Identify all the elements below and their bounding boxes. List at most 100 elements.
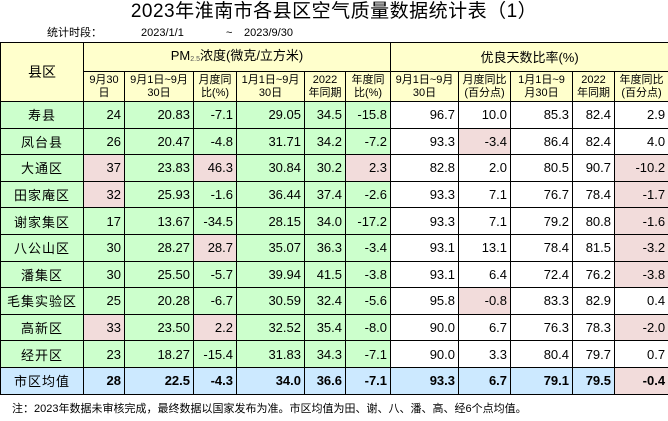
cell-g-y: 79.2 [510, 207, 574, 235]
cell-g-m-yoy: 3.3 [458, 340, 512, 368]
cell-g-m: 93.3 [390, 180, 460, 209]
cell-pm-y: 34.0 [236, 366, 305, 395]
cell-d930: 25 [83, 287, 125, 315]
cell-g-2022: 78.4 [572, 180, 616, 209]
cell-g-y: 83.3 [510, 287, 574, 315]
cell-pm-y-yoy: -15.8 [344, 101, 392, 129]
county-name: 八公山区 [0, 233, 84, 262]
footnote: 注：2023年数据未审核完成，最终数据以国家发布为准。市区均值为田、谢、八、潘、… [12, 403, 527, 415]
county-name: 凤台县 [0, 127, 84, 156]
cell-g-m-yoy: -3.4 [458, 127, 512, 156]
good-col-header-2: 1月1日~9月30日 [510, 71, 574, 102]
cell-d930: 30 [83, 233, 125, 262]
cell-g-m: 93.3 [390, 127, 460, 156]
cell-pm-2022: 36.3 [304, 233, 346, 262]
good-col-header-3: 2022年同期 [572, 71, 616, 102]
table-row: 寿县 24 20.83 -7.1 29.05 34.5 -15.8 96.7 10.0 85.3 8… [0, 101, 668, 129]
cell-g-m: 96.7 [390, 101, 460, 129]
cell-pm-m: 13.67 [124, 207, 194, 235]
county-name: 潘集区 [0, 260, 84, 289]
cell-g-m: 93.3 [390, 366, 460, 395]
cell-pm-y: 29.05 [236, 101, 305, 129]
cell-g-2022: 82.4 [572, 127, 616, 156]
cell-pm-y: 28.15 [236, 207, 305, 235]
cell-pm-y: 30.59 [236, 287, 305, 315]
pm25-col-header-2: 月度同比(%) [193, 71, 237, 102]
cell-pm-y-yoy: -5.6 [344, 287, 392, 315]
county-header: 县区 [0, 42, 84, 102]
cell-pm-m-yoy: -6.7 [193, 287, 237, 315]
cell-pm-y: 35.07 [236, 233, 305, 262]
cell-pm-y-yoy: -8.0 [344, 313, 392, 342]
cell-pm-m: 23.50 [124, 313, 194, 342]
cell-g-y-yoy: -3.2 [614, 233, 668, 262]
county-name: 寿县 [0, 101, 84, 129]
cell-pm-m: 20.47 [124, 127, 194, 156]
cell-g-2022: 76.2 [572, 260, 616, 289]
period-separator: ~ [226, 27, 233, 39]
pm25-subscript: 2.5 [190, 55, 200, 63]
cell-g-y-yoy: 0.4 [614, 287, 668, 315]
cell-g-y: 86.4 [510, 127, 574, 156]
cell-g-y-yoy: -3.8 [614, 260, 668, 289]
cell-g-y-yoy: 4.0 [614, 127, 668, 156]
cell-g-m: 95.8 [390, 287, 460, 315]
cell-pm-m-yoy: -4.3 [193, 366, 237, 395]
table-row: 田家庵区 32 25.93 -1.6 36.44 37.4 -2.6 93.3 7.1 76.7 7… [0, 180, 668, 209]
cell-g-m: 93.1 [390, 233, 460, 262]
cell-g-2022: 90.7 [572, 154, 616, 182]
cell-g-m: 82.8 [390, 154, 460, 182]
cell-g-y: 76.7 [510, 180, 574, 209]
pm25-col-header-3: 1月1日~9月30日 [236, 71, 305, 102]
pm25-col-header-5: 年度同比(%) [344, 71, 392, 102]
table-row: 高新区 33 23.50 2.2 32.52 35.4 -8.0 90.0 6.7 76.3 78.… [0, 313, 668, 342]
cell-g-y: 79.1 [510, 366, 574, 395]
cell-d930: 24 [83, 101, 125, 129]
cell-pm-2022: 41.5 [304, 260, 346, 289]
pm25-suffix: 浓度(微克/立方米) [199, 47, 304, 63]
table-body: 寿县 24 20.83 -7.1 29.05 34.5 -15.8 96.7 10.0 85.3 8… [0, 101, 668, 395]
cell-pm-m: 20.83 [124, 101, 194, 129]
county-name: 经开区 [0, 340, 84, 368]
cell-pm-m: 20.28 [124, 287, 194, 315]
cell-pm-y: 31.83 [236, 340, 305, 368]
cell-pm-m-yoy: -4.8 [193, 127, 237, 156]
cell-pm-y-yoy: 2.3 [344, 154, 392, 182]
table-row: 潘集区 30 25.50 -5.7 39.94 41.5 -3.8 93.1 6.4 72.4 76… [0, 260, 668, 289]
county-name: 田家庵区 [0, 180, 84, 209]
cell-pm-m-yoy: 28.7 [193, 233, 237, 262]
cell-g-y: 80.5 [510, 154, 574, 182]
statistics-period: 统计时段： 2023/1/1 ~ 2023/9/30 [0, 25, 668, 42]
cell-g-y-yoy: 0.7 [614, 340, 668, 368]
cell-g-m-yoy: 2.0 [458, 154, 512, 182]
good-days-group-header: 优良天数比率(%) [390, 42, 668, 72]
cell-g-2022: 79.5 [572, 366, 616, 395]
cell-d930: 28 [83, 366, 125, 395]
cell-pm-m-yoy: -34.5 [193, 207, 237, 235]
cell-pm-y-yoy: -7.1 [344, 366, 392, 395]
cell-g-2022: 82.4 [572, 101, 616, 129]
pm25-col-header-1: 9月1日~9月30日 [124, 71, 194, 102]
pm25-col-header-4: 2022年同期 [304, 71, 346, 102]
cell-g-y-yoy: 2.9 [614, 101, 668, 129]
cell-g-y-yoy: -0.4 [614, 366, 668, 395]
cell-g-y-yoy: -2.0 [614, 313, 668, 342]
cell-pm-2022: 30.2 [304, 154, 346, 182]
cell-g-m-yoy: 7.1 [458, 207, 512, 235]
county-name: 毛集实验区 [0, 287, 84, 315]
cell-pm-m: 25.50 [124, 260, 194, 289]
cell-g-2022: 82.9 [572, 287, 616, 315]
cell-pm-2022: 37.4 [304, 180, 346, 209]
pm25-prefix: PM [170, 47, 191, 63]
cell-pm-2022: 35.4 [304, 313, 346, 342]
county-name: 谢家集区 [0, 207, 84, 235]
cell-g-m-yoy: -0.8 [458, 287, 512, 315]
cell-pm-y-yoy: -3.4 [344, 233, 392, 262]
cell-pm-m-yoy: -1.6 [193, 180, 237, 209]
table-row: 凤台县 26 20.47 -4.8 31.71 34.2 -7.2 93.3 -3.4 86.4 8… [0, 127, 668, 156]
average-row: 市区均值 28 22.5 -4.3 34.0 36.6 -7.1 93.3 6.7 79.1 79.… [0, 366, 668, 395]
good-col-header-0: 9月1日~9月30日 [390, 71, 460, 102]
cell-g-y-yoy: -10.2 [614, 154, 668, 182]
cell-d930: 26 [83, 127, 125, 156]
cell-pm-y-yoy: -3.8 [344, 260, 392, 289]
